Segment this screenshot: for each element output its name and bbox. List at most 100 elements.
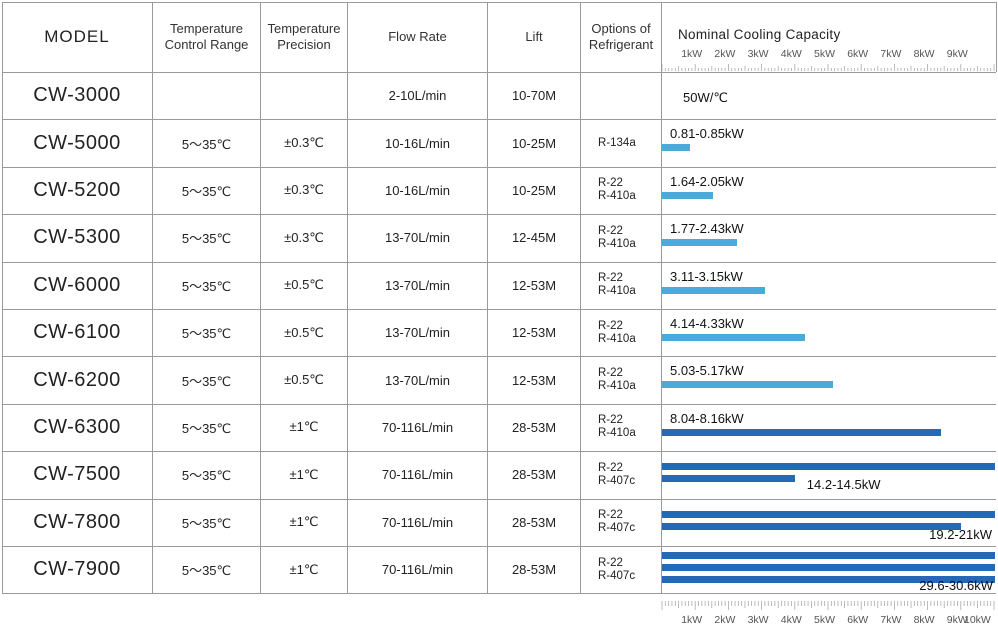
top-scale-tick-label: 2kW bbox=[714, 48, 736, 60]
precision-cell-text: ±0.3℃ bbox=[284, 182, 324, 198]
capacity-bar bbox=[662, 428, 941, 436]
row-divider bbox=[2, 309, 996, 310]
lift-cell: 12-53M bbox=[488, 262, 580, 309]
lift-cell-text: 12-53M bbox=[511, 325, 557, 341]
row-divider bbox=[2, 451, 996, 453]
lift-cell: 28-53M bbox=[488, 451, 580, 498]
column-divider bbox=[996, 2, 997, 72]
lift-cell-text: 10-25M bbox=[511, 135, 557, 151]
bottom-scale-tick-label: 2kW bbox=[714, 614, 736, 626]
precision-cell-text: ±0.5℃ bbox=[284, 372, 324, 388]
temp-range-cell: 5～35℃ bbox=[153, 499, 260, 546]
flow-rate-cell: 70-116L/min bbox=[348, 404, 487, 451]
capacity-label: 50W/℃ bbox=[683, 90, 728, 105]
model-cell: CW-7500 bbox=[2, 451, 152, 498]
capacity-bar bbox=[662, 381, 833, 389]
refrigerant-cell: R-22 R-410a bbox=[581, 262, 661, 309]
flow-rate-cell-text: 2-10L/min bbox=[388, 88, 447, 104]
precision-cell: ±0.5℃ bbox=[261, 309, 347, 356]
precision-cell: ±0.3℃ bbox=[261, 214, 347, 261]
temp-range-cell-text: 5～35℃ bbox=[181, 231, 232, 247]
lift-cell-text: 10-25M bbox=[511, 182, 557, 198]
temp-range-cell: 5～35℃ bbox=[153, 262, 260, 309]
model-cell-text: CW-5000 bbox=[33, 131, 121, 154]
precision-cell: ±1℃ bbox=[261, 546, 347, 593]
model-cell-text: CW-6300 bbox=[33, 415, 121, 438]
lift-cell-text: 28-53M bbox=[511, 419, 557, 435]
refrigerant-option: R-22 bbox=[598, 509, 623, 522]
column-divider bbox=[661, 2, 662, 594]
bottom-scale-tick-label: 1kW bbox=[681, 614, 703, 626]
capacity-bar bbox=[662, 463, 995, 471]
top-scale-tick-label: 3kW bbox=[747, 48, 769, 60]
flow-rate-cell-text: 10-16L/min bbox=[384, 182, 451, 198]
row-divider bbox=[2, 214, 996, 216]
model-cell: CW-7800 bbox=[2, 499, 152, 546]
refrigerant-option: R-410a bbox=[598, 427, 636, 440]
temp-range-cell: 5～35℃ bbox=[153, 119, 260, 166]
flow-rate-cell: 13-70L/min bbox=[348, 262, 487, 309]
top-scale-tick-label: 7kW bbox=[880, 48, 902, 60]
column-divider bbox=[152, 2, 153, 594]
lift-cell: 10-25M bbox=[488, 119, 580, 166]
model-cell-text: CW-6100 bbox=[33, 321, 121, 344]
refrigerant-option: R-22 bbox=[598, 272, 623, 285]
row-divider bbox=[2, 72, 996, 73]
flow-rate-cell-text: 70-116L/min bbox=[381, 467, 454, 483]
refrigerant-option: R-22 bbox=[598, 414, 623, 427]
flow-rate-cell: 10-16L/min bbox=[348, 119, 487, 166]
lift-cell-text: 28-53M bbox=[511, 562, 557, 578]
temp-range-cell-text: 5～35℃ bbox=[181, 136, 232, 152]
capacity-label: 19.2-21kW bbox=[929, 526, 992, 542]
precision-cell-text: ±0.3℃ bbox=[284, 229, 324, 245]
bottom-scale-tick-label: 7kW bbox=[880, 614, 902, 626]
refrigerant-cell: R-22 R-407c bbox=[581, 546, 661, 593]
bottom-scale-tick-label: 4kW bbox=[780, 614, 802, 626]
temp-range-cell: 5～35℃ bbox=[153, 167, 260, 214]
model-cell: CW-5300 bbox=[2, 214, 152, 261]
precision-cell-text: ±1℃ bbox=[289, 466, 319, 482]
flow-rate-cell-text: 10-16L/min bbox=[384, 135, 451, 151]
capacity-bar bbox=[662, 286, 765, 294]
row-divider bbox=[2, 546, 996, 547]
capacity-bar bbox=[662, 510, 995, 518]
refrigerant-option: R-22 bbox=[598, 224, 623, 237]
flow-rate-cell: 13-70L/min bbox=[348, 214, 487, 261]
header-model-label: MODEL bbox=[44, 27, 110, 46]
precision-cell: ±0.5℃ bbox=[261, 356, 347, 403]
header-lift: Lift bbox=[488, 2, 580, 72]
column-divider bbox=[580, 2, 581, 594]
capacity-label: 1.64-2.05kW bbox=[670, 173, 744, 189]
flow-rate-cell: 13-70L/min bbox=[348, 356, 487, 403]
refrigerant-cell: R-134a bbox=[581, 119, 661, 166]
refrigerant-cell: R-22 R-410a bbox=[581, 356, 661, 403]
header-refrigerant: Options of Refrigerant bbox=[581, 2, 661, 72]
top-scale-tick-label: 4kW bbox=[780, 48, 802, 60]
refrigerant-option: R-410a bbox=[598, 190, 636, 203]
model-cell-text: CW-7900 bbox=[33, 558, 121, 581]
flow-rate-cell: 70-116L/min bbox=[348, 451, 487, 498]
flow-rate-cell: 70-116L/min bbox=[348, 499, 487, 546]
top-scale-tick-label: 6kW bbox=[847, 48, 869, 60]
temp-range-cell: 5～35℃ bbox=[153, 404, 260, 451]
refrigerant-option: R-22 bbox=[598, 367, 623, 380]
capacity-label: 3.11-3.15kW bbox=[670, 268, 743, 284]
precision-cell: ±1℃ bbox=[261, 451, 347, 498]
capacity-label: 29.6-30.6kW bbox=[919, 578, 993, 593]
model-cell: CW-6100 bbox=[2, 309, 152, 356]
refrigerant-option: R-22 bbox=[598, 177, 623, 190]
flow-rate-cell-text: 13-70L/min bbox=[384, 372, 451, 388]
precision-cell: ±1℃ bbox=[261, 404, 347, 451]
row-divider bbox=[2, 261, 996, 263]
row-divider bbox=[2, 403, 996, 405]
precision-cell: ±1℃ bbox=[261, 499, 347, 546]
refrigerant-option: R-134a bbox=[598, 136, 636, 149]
header-temp-range: Temperature Control Range bbox=[153, 2, 260, 72]
top-scale-tick-label: 8kW bbox=[913, 48, 935, 60]
lift-cell: 28-53M bbox=[488, 404, 580, 451]
lift-cell-text: 10-70M bbox=[511, 88, 557, 104]
row-divider bbox=[2, 2, 996, 3]
lift-cell-text: 12-53M bbox=[511, 372, 557, 388]
bottom-scale-tick-label: 3kW bbox=[747, 614, 769, 626]
